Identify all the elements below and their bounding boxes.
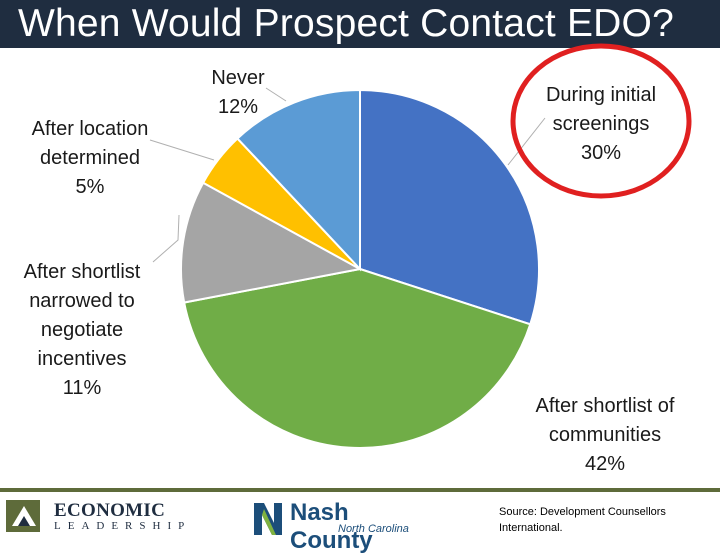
leader-line-after-location-determined — [149, 139, 215, 161]
slice-label-after-shortlist-of-communities: After shortlist of communities 42% — [536, 395, 675, 475]
slice-label-during-initial-screenings: During initial screenings 30% — [546, 84, 656, 164]
title-bar: When Would Prospect Contact EDO? — [0, 0, 720, 48]
leader-line-never — [265, 87, 287, 102]
pie-slice-during-initial-screenings — [359, 88, 540, 326]
pie-slice-after-shortlist-narrowed-to-negotiate-incentives — [180, 181, 363, 304]
leader-line-after-shortlist-narrowed-to-negotiate-incentives — [152, 214, 180, 263]
nash-county-logo: Nash County North Carolina — [250, 497, 430, 554]
nash-county-state: North Carolina — [338, 523, 409, 535]
highlight-circle — [510, 43, 692, 199]
slice-label-never: Never 12% — [211, 67, 265, 118]
pie-chart: During initial screenings 30% After shortli… — [24, 43, 692, 475]
pie-slice-after-shortlist-of-communities — [182, 267, 532, 449]
nash-county-n-icon — [254, 503, 282, 535]
source-note: Source: Development Counsellors Internat… — [499, 506, 666, 534]
economic-leadership-logo: ECONOMIC LEADERSHIP — [4, 498, 184, 536]
slice-label-after-shortlist-narrowed-to-negotiate-incentives: After shortlist narrowed to negotiate incen… — [24, 261, 141, 399]
leadership-logo-text: LEADERSHIP — [54, 520, 192, 532]
leader-line-during-initial-screenings — [507, 117, 546, 166]
pie-slice-never — [236, 88, 361, 272]
page-title: When Would Prospect Contact EDO? — [18, 2, 674, 45]
economic-logo-text: ECONOMIC — [54, 500, 166, 521]
slice-label-after-location-determined: After location determined 5% — [32, 118, 149, 198]
footer-divider — [0, 488, 720, 492]
economic-leadership-mark-icon — [6, 500, 40, 532]
